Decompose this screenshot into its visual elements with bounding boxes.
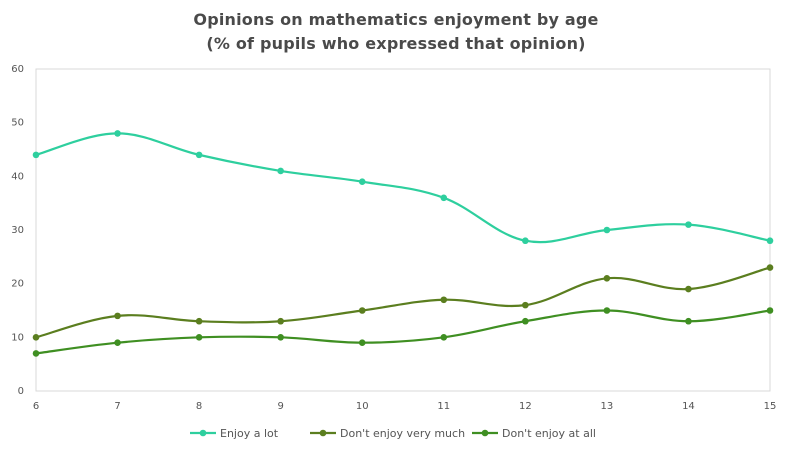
x-tick-label: 13 bbox=[601, 401, 614, 412]
data-point-series-2 bbox=[32, 334, 40, 341]
data-point-series-3 bbox=[114, 339, 121, 347]
y-tick-label: 60 bbox=[11, 64, 24, 75]
data-point-series-3 bbox=[358, 339, 366, 347]
data-point-series-2 bbox=[358, 307, 366, 314]
data-point-series-2 bbox=[277, 317, 284, 325]
x-tick-label: 8 bbox=[196, 401, 202, 412]
x-tick-label: 15 bbox=[764, 401, 777, 412]
data-point-series-1 bbox=[277, 167, 284, 175]
data-point-series-2 bbox=[685, 285, 692, 293]
legend-marker-3 bbox=[481, 429, 489, 437]
x-tick-label: 9 bbox=[277, 401, 283, 412]
data-point-series-2 bbox=[195, 317, 203, 325]
data-point-series-2 bbox=[522, 301, 529, 309]
legend-marker-1 bbox=[199, 429, 207, 437]
data-point-series-2 bbox=[440, 296, 448, 304]
legend-label-3: Don't enjoy at all bbox=[502, 427, 596, 440]
data-point-series-1 bbox=[114, 130, 121, 137]
data-point-series-1 bbox=[195, 151, 203, 159]
chart-title-line-1: Opinions on mathematics enjoyment by age bbox=[193, 10, 599, 29]
y-tick-label: 10 bbox=[11, 332, 24, 343]
x-tick-label: 10 bbox=[356, 401, 369, 412]
y-tick-label: 0 bbox=[18, 386, 24, 397]
data-point-series-1 bbox=[522, 237, 529, 245]
data-point-series-3 bbox=[32, 350, 40, 357]
x-tick-label: 11 bbox=[437, 401, 450, 412]
x-tick-label: 7 bbox=[114, 401, 120, 412]
legend-label-1: Enjoy a lot bbox=[220, 427, 279, 440]
data-point-series-1 bbox=[32, 151, 40, 159]
data-point-series-3 bbox=[603, 307, 611, 314]
chart-title-line-2: (% of pupils who expressed that opinion) bbox=[206, 34, 586, 53]
x-tick-label: 6 bbox=[33, 401, 39, 412]
legend-label-2: Don't enjoy very much bbox=[340, 427, 465, 440]
legend-marker-2 bbox=[319, 429, 327, 437]
data-point-series-1 bbox=[440, 194, 448, 202]
data-point-series-2 bbox=[766, 264, 774, 271]
y-tick-label: 50 bbox=[11, 118, 24, 129]
data-point-series-3 bbox=[685, 317, 692, 325]
data-point-series-3 bbox=[277, 334, 284, 341]
data-point-series-2 bbox=[114, 312, 121, 320]
data-point-series-3 bbox=[440, 334, 448, 341]
series-line-3 bbox=[35, 309, 771, 355]
y-tick-label: 20 bbox=[11, 279, 24, 290]
data-point-series-1 bbox=[603, 226, 611, 234]
data-point-series-1 bbox=[685, 221, 692, 228]
series-line-2 bbox=[35, 266, 771, 339]
data-point-series-2 bbox=[603, 275, 611, 282]
data-point-series-1 bbox=[766, 237, 774, 245]
x-tick-label: 14 bbox=[682, 401, 695, 412]
x-tick-label: 12 bbox=[519, 401, 532, 412]
y-tick-label: 30 bbox=[11, 225, 24, 236]
plot-frame bbox=[35, 68, 771, 392]
data-point-series-3 bbox=[195, 334, 203, 341]
data-point-series-1 bbox=[358, 178, 366, 185]
data-point-series-3 bbox=[522, 317, 529, 325]
data-point-series-3 bbox=[766, 307, 774, 314]
y-tick-label: 40 bbox=[11, 171, 24, 182]
series-line-1 bbox=[35, 132, 771, 244]
